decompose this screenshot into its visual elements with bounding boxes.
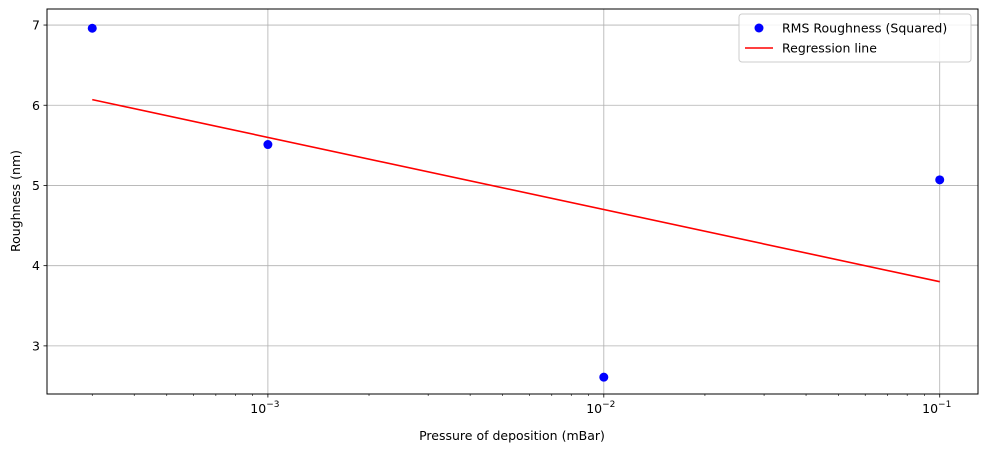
grid-lines bbox=[47, 9, 978, 394]
y-tick-label: 6 bbox=[32, 98, 40, 113]
data-point bbox=[87, 23, 97, 33]
y-axis-label: Roughness (nm) bbox=[8, 150, 23, 252]
y-tick-label: 7 bbox=[32, 18, 40, 33]
axis-ticks bbox=[43, 24, 941, 398]
y-tick-label: 4 bbox=[32, 258, 40, 273]
x-tick-label: 10−1 bbox=[922, 400, 951, 416]
legend-label-scatter: RMS Roughness (Squared) bbox=[782, 21, 947, 36]
legend-box bbox=[738, 13, 972, 63]
plot-marks bbox=[87, 23, 945, 382]
x-tick-label: 10−2 bbox=[586, 400, 615, 416]
x-axis-label: Pressure of deposition (mBar) bbox=[419, 428, 605, 443]
tick-labels: 3 4 5 6 7 10−3 10−2 10−1 bbox=[32, 18, 951, 416]
x-tick-label: 10−3 bbox=[250, 400, 279, 416]
data-point bbox=[263, 140, 273, 150]
legend: RMS Roughness (Squared) Regression line bbox=[738, 13, 972, 63]
y-tick-label: 3 bbox=[32, 338, 40, 353]
data-point bbox=[599, 372, 609, 382]
legend-label-line: Regression line bbox=[782, 41, 877, 56]
legend-marker-scatter bbox=[754, 23, 764, 33]
y-tick-label: 5 bbox=[32, 178, 40, 193]
plot-frame bbox=[46, 8, 979, 395]
data-point bbox=[935, 175, 945, 185]
regression-line bbox=[92, 98, 940, 283]
